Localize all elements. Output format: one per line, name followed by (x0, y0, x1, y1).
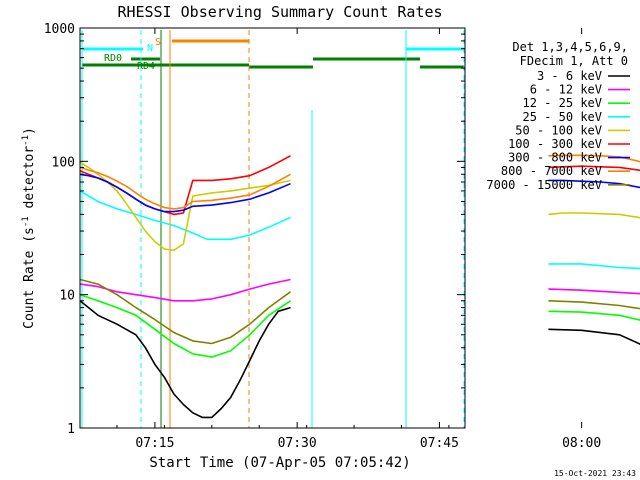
y-tick-label: 1000 (44, 22, 75, 37)
series-line-9-1 (79, 278, 291, 345)
series-line-2-1 (79, 278, 291, 302)
y-axis-ticks: 1 10 100 1000 (44, 22, 465, 437)
series-line-5-2 (548, 212, 640, 219)
saa-flag-label: S (155, 37, 161, 48)
legend-label: 100 - 300 keV (508, 137, 602, 151)
y-axis-label-part2: detector (22, 146, 37, 217)
legend-label: 3 - 6 keV (537, 69, 602, 83)
y-axis-label-part1: Count Rate (s (22, 227, 37, 329)
chart-title: RHESSI Observing Summary Count Rates (117, 3, 442, 21)
footer-timestamp: 15-Oct-2021 23:43 (554, 469, 636, 478)
y-axis-label-exp2: -1 (21, 135, 31, 146)
series-line-7-1 (79, 173, 291, 213)
rd0-flag-label: RD0 (104, 53, 122, 64)
night-flag-label: N (147, 43, 153, 54)
series-12-25keV (79, 293, 640, 358)
plot-frame (79, 27, 466, 429)
legend-label: 50 - 100 keV (515, 123, 602, 137)
series-line-4-2 (548, 263, 640, 270)
flag-indicators: SN RD0 RD4 (81, 30, 465, 428)
series-3-6keV (79, 300, 640, 419)
rd4-flag-label: RD4 (137, 61, 155, 72)
legend-label: 800 - 7000 keV (501, 164, 602, 178)
series-25-50keV (79, 190, 640, 270)
legend-header-line1: Det 1,3,4,5,6,9, (512, 40, 628, 54)
x-tick-label: 07:15 (135, 436, 174, 451)
series-line-9-2 (548, 300, 640, 310)
series-line-4-1 (79, 190, 291, 241)
legend-label: 6 - 12 keV (530, 83, 602, 97)
legend-label: 300 - 800 keV (508, 151, 602, 165)
y-tick-label: 100 (52, 155, 75, 170)
series-line-6-2 (548, 165, 640, 172)
x-tick-label: 07:30 (278, 436, 317, 451)
legend-label: 25 - 50 keV (523, 110, 602, 124)
legend-label: 7000 - 15000 keV (486, 178, 602, 192)
y-tick-label: 10 (59, 289, 75, 304)
series-line-3-1 (79, 293, 291, 358)
y-tick-label: 1 (67, 422, 75, 437)
y-axis-label: Count Rate (s-1 detector-1) (21, 127, 37, 329)
x-axis-label: Start Time (07-Apr-05 07:05:42) (149, 455, 410, 471)
legend-label: 12 - 25 keV (523, 96, 602, 110)
legend-header-line2: FDecim 1, Att 0 (520, 54, 628, 68)
series-line-8-1 (79, 166, 291, 210)
series-7000-15000keV (79, 278, 640, 345)
series-line-1-1 (79, 300, 291, 419)
series-line-3-2 (548, 310, 640, 321)
y-axis-label-part3: ) (22, 127, 37, 135)
series-line-2-2 (548, 288, 640, 295)
x-tick-label: 07:45 (420, 436, 459, 451)
y-axis-label-exp1: -1 (21, 216, 31, 227)
series-group (79, 154, 640, 419)
series-6-12keV (79, 278, 640, 302)
legend: Det 1,3,4,5,6,9, FDecim 1, Att 0 3 - 6 k… (486, 40, 630, 192)
x-tick-label: 08:00 (562, 436, 601, 451)
